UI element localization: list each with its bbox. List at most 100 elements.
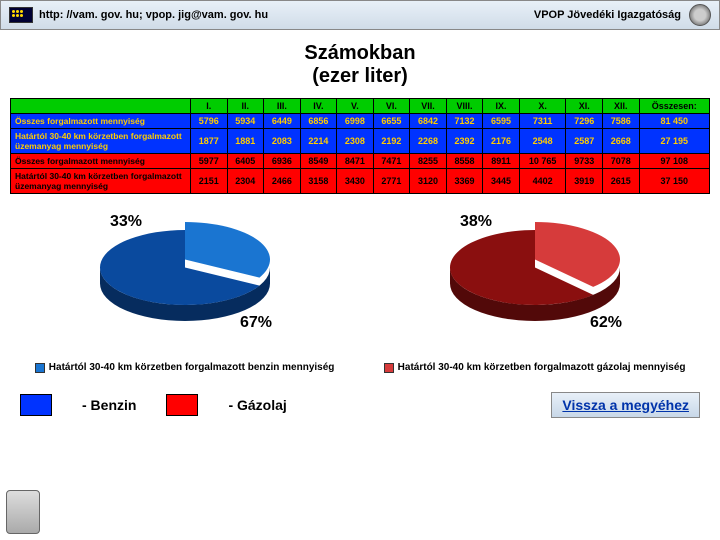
- charts-area: 33% 67% Határtól 30-40 km körzetben forga…: [10, 212, 710, 378]
- cell: 3369: [446, 169, 483, 194]
- title-line-2: (ezer liter): [0, 65, 720, 88]
- cell: 8255: [410, 154, 447, 169]
- cell: 6405: [227, 154, 264, 169]
- cell: 1877: [191, 129, 228, 154]
- back-button[interactable]: Vissza a megyéhez: [551, 392, 700, 418]
- svg-text:38%: 38%: [460, 213, 492, 230]
- svg-text:33%: 33%: [110, 213, 142, 230]
- cell: 2308: [337, 129, 374, 154]
- cell-sum: 97 108: [639, 154, 709, 169]
- cell: 7586: [602, 114, 639, 129]
- cell: 2668: [602, 129, 639, 154]
- col-V.: V.: [337, 99, 374, 114]
- svg-text:62%: 62%: [590, 314, 622, 331]
- side-crest-icon: [6, 490, 40, 534]
- pie-left-legend-text: Határtól 30-40 km körzetben forgalmazott…: [49, 362, 335, 373]
- col-III.: III.: [264, 99, 301, 114]
- cell: 7132: [446, 114, 483, 129]
- table-row: Határtól 30-40 km körzetben forgalmazott…: [11, 129, 710, 154]
- header-org: VPOP Jövedéki Igazgatóság: [534, 9, 681, 21]
- col-X.: X.: [519, 99, 566, 114]
- cell: 2083: [264, 129, 301, 154]
- col-I.: I.: [191, 99, 228, 114]
- col-IV.: IV.: [300, 99, 337, 114]
- page-title: Számokban (ezer liter): [0, 42, 720, 88]
- col-XI.: XI.: [566, 99, 603, 114]
- cell: 2268: [410, 129, 447, 154]
- cell-sum: 37 150: [639, 169, 709, 194]
- col-VII.: VII.: [410, 99, 447, 114]
- col-sum: Összesen:: [639, 99, 709, 114]
- title-line-1: Számokban: [0, 42, 720, 65]
- gazolaj-label: - Gázolaj: [228, 397, 286, 413]
- cell: 5796: [191, 114, 228, 129]
- row-label: Határtól 30-40 km körzetben forgalmazott…: [11, 169, 191, 194]
- crest-icon: [689, 4, 711, 26]
- cell: 5934: [227, 114, 264, 129]
- cell: 2548: [519, 129, 566, 154]
- cell: 3120: [410, 169, 447, 194]
- table-row: Összes forgalmazott mennyiség59776405693…: [11, 154, 710, 169]
- cell: 9733: [566, 154, 603, 169]
- col-XII.: XII.: [602, 99, 639, 114]
- cell: 7311: [519, 114, 566, 129]
- cell: 2192: [373, 129, 410, 154]
- cell-sum: 27 195: [639, 129, 709, 154]
- eu-flag-icon: [9, 7, 33, 23]
- pie-right-legend: Határtól 30-40 km körzetben forgalmazott…: [384, 362, 686, 373]
- row-label: Határtól 30-40 km körzetben forgalmazott…: [11, 129, 191, 154]
- pie-left: 33% 67%: [90, 212, 280, 353]
- cell: 2587: [566, 129, 603, 154]
- cell: 3158: [300, 169, 337, 194]
- svg-text:67%: 67%: [240, 314, 272, 331]
- cell: 6936: [264, 154, 301, 169]
- bottom-legend: - Benzin - Gázolaj Vissza a megyéhez: [20, 392, 700, 418]
- pie-right-legend-text: Határtól 30-40 km körzetben forgalmazott…: [398, 362, 686, 373]
- pie-left-legend-swatch: [35, 363, 45, 373]
- table-header-row: I.II.III.IV.V.VI.VII.VIII.IX.X.XI.XII.Ös…: [11, 99, 710, 114]
- pie-right-legend-swatch: [384, 363, 394, 373]
- benzin-label: - Benzin: [82, 397, 136, 413]
- header-url: http: //vam. gov. hu; vpop. jig@vam. gov…: [39, 9, 268, 21]
- cell: 8549: [300, 154, 337, 169]
- cell: 7296: [566, 114, 603, 129]
- cell: 6595: [483, 114, 520, 129]
- cell: 6842: [410, 114, 447, 129]
- top-bar: http: //vam. gov. hu; vpop. jig@vam. gov…: [0, 0, 720, 30]
- top-bar-right: VPOP Jövedéki Igazgatóság: [534, 4, 711, 26]
- top-bar-left: http: //vam. gov. hu; vpop. jig@vam. gov…: [9, 7, 268, 23]
- cell: 2771: [373, 169, 410, 194]
- cell: 2214: [300, 129, 337, 154]
- cell: 3445: [483, 169, 520, 194]
- cell: 2392: [446, 129, 483, 154]
- col-VI.: VI.: [373, 99, 410, 114]
- cell: 2151: [191, 169, 228, 194]
- cell: 2615: [602, 169, 639, 194]
- cell: 6856: [300, 114, 337, 129]
- pie-right: 38% 62%: [440, 212, 630, 353]
- cell: 6998: [337, 114, 374, 129]
- cell: 6449: [264, 114, 301, 129]
- benzin-swatch: [20, 394, 52, 416]
- cell: 6655: [373, 114, 410, 129]
- cell: 4402: [519, 169, 566, 194]
- row-label: Összes forgalmazott mennyiség: [11, 154, 191, 169]
- data-table: I.II.III.IV.V.VI.VII.VIII.IX.X.XI.XII.Ös…: [10, 98, 710, 194]
- cell: 2304: [227, 169, 264, 194]
- pie-left-block: 33% 67% Határtól 30-40 km körzetben forga…: [10, 212, 359, 378]
- col-VIII.: VIII.: [446, 99, 483, 114]
- cell: 2466: [264, 169, 301, 194]
- cell: 8911: [483, 154, 520, 169]
- pie-right-block: 38% 62% Határtól 30-40 km körzetben forga…: [359, 212, 710, 378]
- cell: 8558: [446, 154, 483, 169]
- cell: 7471: [373, 154, 410, 169]
- pie-left-legend: Határtól 30-40 km körzetben forgalmazott…: [35, 362, 335, 373]
- cell: 2176: [483, 129, 520, 154]
- cell: 3919: [566, 169, 603, 194]
- row-label: Összes forgalmazott mennyiség: [11, 114, 191, 129]
- cell: 10 765: [519, 154, 566, 169]
- cell-sum: 81 450: [639, 114, 709, 129]
- table-row: Határtól 30-40 km körzetben forgalmazott…: [11, 169, 710, 194]
- cell: 8471: [337, 154, 374, 169]
- cell: 3430: [337, 169, 374, 194]
